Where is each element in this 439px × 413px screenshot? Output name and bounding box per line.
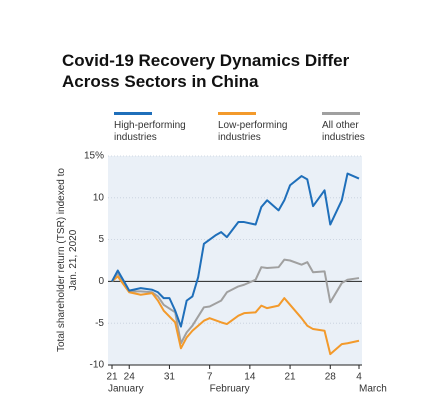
x-tick-label: 21	[106, 372, 118, 383]
month-label: February	[210, 384, 250, 395]
plot-background	[108, 156, 362, 365]
month-label: March	[359, 384, 387, 395]
legend-label: All other industries	[322, 120, 365, 143]
line-series	[111, 275, 360, 356]
y-tick-label: 5	[98, 234, 104, 245]
y-tick-label: 10	[93, 192, 105, 203]
x-tick-label: 4	[356, 372, 362, 383]
line-series	[111, 258, 360, 345]
legend-item: High-performing industries	[114, 112, 204, 144]
x-tick-label: 14	[244, 372, 256, 383]
y-tick-label: -5	[95, 318, 104, 329]
month-label: January	[108, 384, 144, 395]
legend-item: Low-performing industries	[218, 112, 308, 144]
legend-label: High-performing industries	[114, 120, 186, 143]
legend-item: All other industries	[322, 112, 382, 144]
line-series	[111, 172, 360, 328]
y-tick-label: -10	[90, 360, 105, 371]
legend-swatch	[114, 112, 152, 115]
x-tick-label: 24	[124, 372, 136, 383]
y-tick-label: 0	[98, 276, 104, 287]
chart-title: Covid-19 Recovery Dynamics Differ Across…	[62, 51, 350, 91]
x-tick-label: 28	[325, 372, 337, 383]
y-tick-label: 15%	[84, 151, 104, 162]
legend-swatch	[322, 112, 360, 115]
x-tick-label: 7	[207, 372, 213, 383]
legend-swatch	[218, 112, 256, 115]
x-tick-label: 21	[285, 372, 297, 383]
legend-label: Low-performing industries	[218, 120, 288, 143]
x-tick-label: 31	[164, 372, 176, 383]
